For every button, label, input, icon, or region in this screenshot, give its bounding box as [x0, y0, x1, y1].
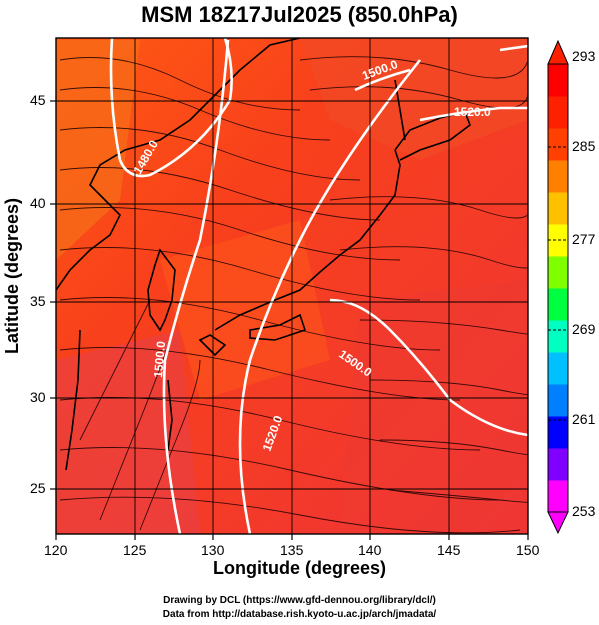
- colorbar-segments: [548, 64, 568, 513]
- colorbar-segment: [548, 416, 568, 449]
- colorbar-tick-label: 277: [572, 231, 596, 247]
- colorbar-segment: [548, 192, 568, 225]
- y-axis-label: Latitude (degrees): [2, 197, 22, 354]
- colorbar-segment: [548, 480, 568, 513]
- x-tick-label: 140: [358, 542, 382, 558]
- y-tick-label: 40: [30, 195, 46, 211]
- x-tick-label: 145: [437, 542, 461, 558]
- colorbar-segment: [548, 448, 568, 481]
- colorbar-segment: [548, 96, 568, 129]
- colorbar-tick-label: 253: [572, 503, 596, 519]
- x-tick-label: 125: [123, 542, 147, 558]
- colorbar-segment: [548, 320, 568, 353]
- colorbar-segment: [548, 256, 568, 289]
- colorbar-segment: [548, 64, 568, 97]
- colorbar-segment: [548, 288, 568, 321]
- colorbar-tick-label: 269: [572, 321, 596, 337]
- y-tick-label: 25: [30, 480, 46, 496]
- y-tick-label: 30: [30, 389, 46, 405]
- y-tick-label: 45: [30, 92, 46, 108]
- colorbar-bottom-arrow: [547, 511, 569, 535]
- colorbar-tick-label: 293: [572, 48, 596, 64]
- x-tick-label: 135: [280, 542, 304, 558]
- map-grid: [56, 38, 528, 534]
- x-axis-label: Longitude (degrees): [212, 558, 386, 578]
- axis-ticks: [50, 100, 529, 540]
- credit-data: Data from http://database.rish.kyoto-u.a…: [162, 609, 437, 620]
- colorbar-top-arrow: [547, 39, 569, 65]
- x-tick-label: 120: [44, 542, 68, 558]
- x-tick-label: 130: [201, 542, 225, 558]
- height-contours: [109, 38, 528, 534]
- colorbar-segment: [548, 128, 568, 161]
- colorbar-segment: [548, 384, 568, 417]
- colorbar-tick-label: 285: [572, 138, 596, 154]
- wind-streamlines: [59, 56, 528, 534]
- credit-drawing: Drawing by DCL (https://www.gfd-dennou.o…: [163, 595, 436, 606]
- y-tick-label: 35: [30, 293, 46, 309]
- colorbar-segment: [548, 352, 568, 385]
- colorbar-tick-label: 261: [572, 411, 596, 427]
- map-title: MSM 18Z17Jul2025 (850.0hPa): [141, 2, 458, 27]
- colorbar-segment: [548, 160, 568, 193]
- contour-label: 1520.0: [454, 105, 491, 119]
- colorbar: [547, 39, 569, 535]
- x-tick-label: 150: [516, 542, 540, 558]
- contour-label: 1500.0: [151, 340, 168, 378]
